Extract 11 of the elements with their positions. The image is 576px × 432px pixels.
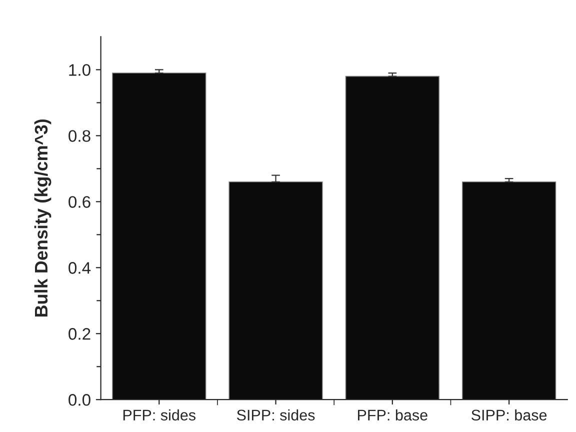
y-axis-title: Bulk Density (kg/cm^3) [34,119,52,317]
x-tick-label: SIPP: base [472,409,547,421]
y-tick-label: 0.4 [68,262,91,274]
x-tick-label: PFP: base [358,409,428,421]
y-tick-label: 0.2 [68,328,90,340]
y-tick-label: 1.0 [69,64,90,76]
y-tick-label: 0.0 [68,394,90,406]
y-tick-label: 0.8 [68,130,90,142]
y-tick-label: 0.6 [68,196,90,208]
x-tick-label: SIPP: sides [236,409,315,421]
x-tick-label: PFP: sides [123,409,196,421]
